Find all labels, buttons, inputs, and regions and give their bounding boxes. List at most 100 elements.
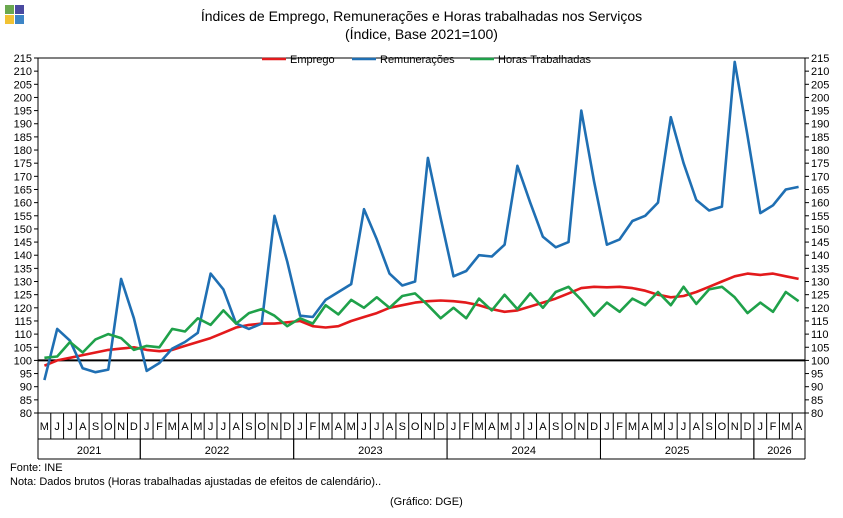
y-tick-label-left: 195 (14, 106, 32, 118)
y-tick-label-left: 205 (14, 79, 32, 91)
x-tick-label: O (718, 421, 727, 433)
chart-credit: (Gráfico: DGE) (390, 496, 463, 508)
x-tick-label: J (221, 421, 227, 433)
x-tick-label: N (424, 421, 432, 433)
x-tick-label: J (515, 421, 521, 433)
y-tick-label-left: 100 (14, 355, 32, 367)
x-tick-label: N (271, 421, 279, 433)
x-tick-label: M (653, 421, 662, 433)
chart-subtitle: (Índice, Base 2021=100) (345, 26, 498, 42)
x-tick-label: J (758, 421, 764, 433)
y-tick-label-right: 150 (811, 224, 829, 236)
legend-label: Remunerações (380, 54, 455, 66)
y-tick-label-right: 175 (811, 158, 829, 170)
x-tick-label: F (770, 421, 777, 433)
y-tick-label-right: 185 (811, 132, 829, 144)
y-tick-label-right: 125 (811, 290, 829, 302)
year-label: 2021 (77, 445, 101, 457)
y-tick-label-left: 210 (14, 66, 32, 78)
y-tick-label-right: 190 (811, 119, 829, 131)
x-tick-label: M (193, 421, 202, 433)
x-tick-label: D (590, 421, 598, 433)
y-tick-label-right: 145 (811, 237, 829, 249)
x-tick-label: A (335, 421, 343, 433)
y-tick-label-left: 145 (14, 237, 32, 249)
x-tick-label: J (54, 421, 60, 433)
year-label: 2025 (665, 445, 689, 457)
x-tick-label: D (130, 421, 138, 433)
x-tick-label: M (500, 421, 509, 433)
y-tick-label-left: 130 (14, 277, 32, 289)
x-tick-label: N (577, 421, 585, 433)
x-tick-label: A (539, 421, 547, 433)
y-tick-label-left: 215 (14, 53, 32, 65)
y-tick-label-right: 200 (811, 92, 829, 104)
chart-title: Índices de Emprego, Remunerações e Horas… (200, 8, 643, 24)
y-tick-label-right: 170 (811, 171, 829, 183)
series-line-horas-trabalhadas (44, 285, 800, 360)
y-tick-label-right: 95 (811, 369, 823, 381)
y-tick-label-left: 120 (14, 303, 32, 315)
year-label: 2024 (512, 445, 536, 457)
x-tick-label: M (347, 421, 356, 433)
y-tick-label-left: 115 (14, 316, 32, 328)
x-tick-label: M (321, 421, 330, 433)
x-tick-label: O (104, 421, 113, 433)
y-tick-label-left: 85 (20, 395, 32, 407)
x-tick-label: J (208, 421, 214, 433)
x-tick-label: M (628, 421, 637, 433)
y-tick-label-right: 140 (811, 250, 829, 262)
x-tick-label: F (309, 421, 316, 433)
x-tick-label: A (79, 421, 87, 433)
x-tick-label: J (681, 421, 687, 433)
x-tick-label: A (232, 421, 240, 433)
y-tick-label-right: 195 (811, 106, 829, 118)
x-tick-label: J (67, 421, 73, 433)
x-tick-label: A (488, 421, 496, 433)
logo-icon (5, 5, 24, 24)
x-tick-label: D (437, 421, 445, 433)
y-tick-label-left: 135 (14, 263, 32, 275)
y-tick-label-left: 150 (14, 224, 32, 236)
x-tick-label: N (117, 421, 125, 433)
x-tick-label: S (705, 421, 712, 433)
x-tick-label: J (451, 421, 457, 433)
x-tick-label: O (257, 421, 266, 433)
y-tick-label-right: 205 (811, 79, 829, 91)
x-tick-label: J (297, 421, 303, 433)
y-tick-label-left: 105 (14, 342, 32, 354)
year-label: 2023 (358, 445, 382, 457)
year-label: 2026 (767, 445, 791, 457)
x-tick-label: A (693, 421, 701, 433)
y-tick-label-right: 180 (811, 145, 829, 157)
x-tick-label: J (144, 421, 150, 433)
y-tick-label-right: 155 (811, 211, 829, 223)
y-tick-label-left: 110 (14, 329, 32, 341)
x-tick-label: A (386, 421, 394, 433)
y-tick-label-right: 130 (811, 277, 829, 289)
y-tick-label-right: 80 (811, 408, 823, 420)
y-tick-label-left: 190 (14, 119, 32, 131)
y-tick-label-right: 85 (811, 395, 823, 407)
y-tick-label-right: 90 (811, 382, 823, 394)
x-tick-label: S (92, 421, 99, 433)
x-tick-label: D (283, 421, 291, 433)
y-tick-label-left: 155 (14, 211, 32, 223)
y-tick-label-right: 100 (811, 355, 829, 367)
x-tick-label: F (463, 421, 470, 433)
y-tick-label-right: 135 (811, 263, 829, 275)
x-tick-label: M (474, 421, 483, 433)
y-tick-label-right: 165 (811, 184, 829, 196)
x-tick-label: J (374, 421, 380, 433)
y-tick-label-left: 175 (14, 158, 32, 170)
series-line-remunera-es (43, 60, 799, 381)
x-tick-label: F (156, 421, 163, 433)
x-tick-label: D (743, 421, 751, 433)
y-tick-label-left: 140 (14, 250, 32, 262)
x-tick-label: S (552, 421, 559, 433)
x-tick-label: N (731, 421, 739, 433)
y-tick-label-left: 160 (14, 198, 32, 210)
source-note: Fonte: INE (10, 462, 63, 474)
x-tick-label: J (527, 421, 533, 433)
